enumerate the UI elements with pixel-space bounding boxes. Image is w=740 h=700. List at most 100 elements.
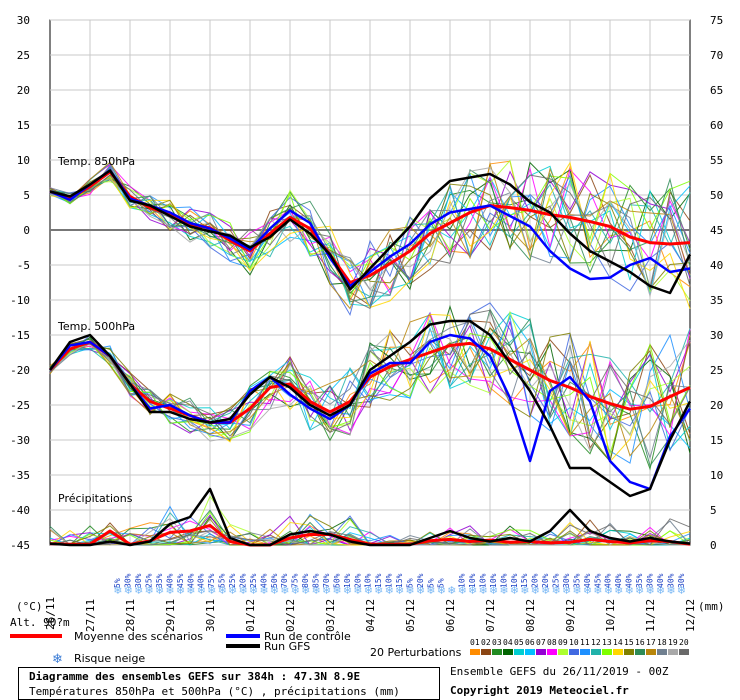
snow-flake: ❄ <box>218 584 227 597</box>
perturbation-swatch <box>679 649 689 655</box>
snow-pct-label: 30% <box>134 573 143 588</box>
snow-pct-label: 15% <box>520 573 529 588</box>
right-tick-label: 75 <box>710 14 723 27</box>
right-tick-label: 35 <box>710 294 723 307</box>
snow-pct-label: 20% <box>353 573 362 588</box>
left-tick-label: -30 <box>10 434 30 447</box>
snow-pct-label: 45% <box>593 573 602 588</box>
right-tick-label: 30 <box>710 329 723 342</box>
snow-flake: ❄ <box>312 584 321 597</box>
footer-copyright: Copyright 2019 Meteociel.fr <box>450 684 629 697</box>
perturbation-id: 16 <box>635 638 645 647</box>
snow-pct-label: 10% <box>364 573 373 588</box>
perturbation-swatch <box>624 649 634 655</box>
snow-pct-label: 25% <box>145 573 154 588</box>
perturbation-swatch <box>635 649 645 655</box>
snow-flake: ❄ <box>124 584 133 597</box>
perturbation-id: 11 <box>580 638 590 647</box>
snow-flake: ❄ <box>228 584 237 597</box>
snowflake-icon: ❄ <box>52 652 63 667</box>
label-t500: Temp. 500hPa <box>57 320 135 333</box>
x-tick-label: 04/12 <box>364 599 377 632</box>
perturbation-id: 13 <box>602 638 612 647</box>
perturbation-id: 03 <box>492 638 502 647</box>
perturbation-swatch <box>591 649 601 655</box>
right-tick-label: 60 <box>710 119 723 132</box>
perturbation-swatch <box>646 649 656 655</box>
legend-gfs-label: Run GFS <box>264 640 310 653</box>
snow-flake: ❄ <box>291 584 300 597</box>
left-tick-label: -15 <box>10 329 30 342</box>
altitude-label: Alt. 90?m <box>10 616 70 629</box>
legend-control-label: Run de contrôle <box>264 630 351 643</box>
snow-flake: ❄ <box>656 584 665 597</box>
right-tick-label: 55 <box>710 154 723 167</box>
snow-pct-label: 40% <box>625 573 634 588</box>
snow-flake: ❄ <box>353 584 362 597</box>
snow-flake: ❄ <box>249 584 258 597</box>
snow-pct-label: 20% <box>541 573 550 588</box>
perturbation-swatch <box>470 649 480 655</box>
perturbation-id: 15 <box>624 638 634 647</box>
snow-flake: ❄ <box>207 584 216 597</box>
right-tick-label: 50 <box>710 189 723 202</box>
snow-flake: ❄ <box>447 584 456 597</box>
snow-pct-label: 30% <box>124 573 133 588</box>
snow-flake: ❄ <box>374 584 383 597</box>
right-tick-label: 70 <box>710 49 723 62</box>
perturbation-swatch <box>668 649 678 655</box>
perturbation-id: 02 <box>481 638 491 647</box>
left-tick-label: -35 <box>10 469 30 482</box>
series-line <box>48 319 692 498</box>
snow-pct-label: 20% <box>238 573 247 588</box>
snow-pct-label: 15% <box>395 573 404 588</box>
right-tick-label: 20 <box>710 399 723 412</box>
snow-pct-label: 10% <box>499 573 508 588</box>
perturbation-id: 20 <box>679 638 689 647</box>
left-tick-label: -20 <box>10 364 30 377</box>
snow-flake: ❄ <box>562 584 571 597</box>
snow-pct-label: 40% <box>165 573 174 588</box>
series-line <box>49 333 692 491</box>
snow-flake: ❄ <box>499 584 508 597</box>
snow-flake: ❄ <box>197 584 206 597</box>
label-t850: Temp. 850hPa <box>57 155 135 168</box>
label-precip: Précipitations <box>58 492 133 505</box>
legend-snow-label: Risque neige <box>74 652 145 665</box>
left-tick-label: -5 <box>17 259 30 272</box>
x-tick-label: 29/11 <box>164 599 177 632</box>
info-box: Diagramme des ensembles GEFS sur 384h : … <box>18 667 440 700</box>
snow-pct-label: 75% <box>207 573 216 588</box>
snow-flake: ❄ <box>364 584 373 597</box>
snow-flake: ❄ <box>552 584 561 597</box>
footer-run: Ensemble GEFS du 26/11/2019 - 00Z <box>450 665 669 678</box>
perturbation-id: 12 <box>591 638 601 647</box>
snow-pct-label: 15% <box>374 573 383 588</box>
left-tick-label: -10 <box>10 294 30 307</box>
perturbation-legend: 01 02 03 04 05 06 07 08 09 10 11 12 13 14 15 16 17 18 19 20 <box>470 638 689 655</box>
snow-flake: ❄ <box>625 584 634 597</box>
snow-pct-label: 20% <box>416 573 425 588</box>
snow-flake: ❄ <box>510 584 519 597</box>
snow-flake: ❄ <box>165 584 174 597</box>
snow-flake: ❄ <box>635 584 644 597</box>
footer-subtitle: Températures 850hPa et 500hPa (°C) , pré… <box>29 685 400 698</box>
snow-pct-label: 5% <box>437 578 446 588</box>
snow-pct-label: 40% <box>656 573 665 588</box>
snow-pct-label: 10% <box>478 573 487 588</box>
perturbation-id: 07 <box>536 638 546 647</box>
right-tick-label: 10 <box>710 469 723 482</box>
perturbation-id: 14 <box>613 638 623 647</box>
right-tick-label: 5 <box>710 504 717 517</box>
snow-pct-label: 10% <box>385 573 394 588</box>
left-tick-label: 30 <box>17 14 30 27</box>
snow-flake: ❄ <box>405 584 414 597</box>
snow-pct-label: 30% <box>666 573 675 588</box>
x-tick-label: 30/11 <box>204 599 217 632</box>
snow-flake: ❄ <box>541 584 550 597</box>
snow-flake: ❄ <box>531 584 540 597</box>
snow-pct-label: 80% <box>301 573 310 588</box>
x-tick-label: 02/12 <box>284 599 297 632</box>
